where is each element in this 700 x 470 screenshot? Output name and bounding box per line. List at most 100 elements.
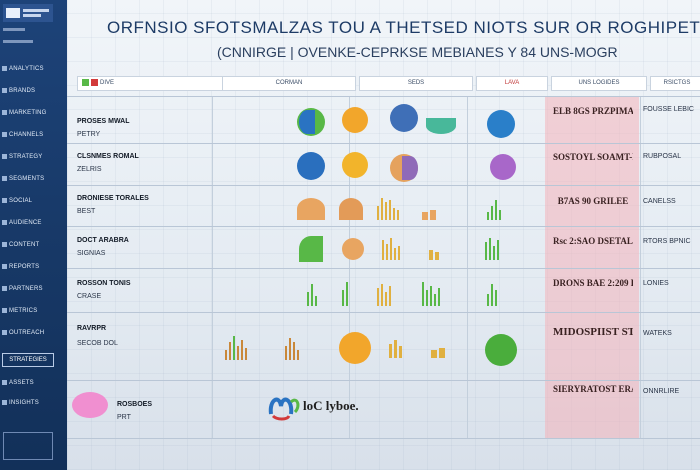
sidebar-item-strategy[interactable]: STRATEGY	[2, 152, 64, 162]
sidebar-item-outreach[interactable]: OUTREACH	[2, 328, 64, 338]
row-sublabel: ZELRIS	[77, 166, 102, 173]
sidebar-item-marketing[interactable]: MARKETING	[2, 108, 64, 118]
column-divider	[212, 96, 213, 438]
bar-mini-chart	[429, 246, 439, 260]
tab-rsictgs[interactable]: RSICTGS	[650, 76, 700, 91]
square-icon	[2, 399, 7, 405]
right-label: ONNRLIRE	[643, 388, 680, 395]
sidebar-item-assets[interactable]: ASSETS	[2, 378, 64, 388]
logo-icon	[3, 4, 53, 22]
highlight-label: B7AS 90 GRILEE	[557, 196, 629, 206]
blue-circle	[487, 110, 515, 138]
row-sublabel: BEST	[77, 208, 96, 215]
sidebar-item-audience[interactable]: AUDIENCE	[2, 218, 64, 228]
right-label: WATEKS	[643, 330, 672, 337]
square-icon	[2, 219, 7, 225]
sidebar-item-insights[interactable]: INSIGHTS	[2, 398, 64, 408]
row-label: DOCT ARABRA	[77, 237, 129, 244]
sidebar-item-analytics[interactable]: ANALYTICS	[2, 64, 64, 74]
highlight-label: DRONS BAE 2:209 HRIDNE	[553, 278, 633, 288]
right-label: RTORS BPNIC	[643, 238, 691, 245]
sidebar-item-content[interactable]: CONTENT	[2, 240, 64, 250]
blue-circle	[297, 152, 325, 180]
highlight-label: MIDOSPIIST STES	[553, 326, 633, 338]
orange-circle	[342, 107, 368, 133]
square-icon	[2, 241, 7, 247]
square-icon	[2, 329, 7, 335]
right-label: LONIES	[643, 280, 669, 287]
tab-seds[interactable]: SEDS	[359, 76, 473, 91]
row-divider	[67, 380, 700, 381]
row-label: DRONIESE TORALES	[77, 195, 149, 202]
row-label: RAVRPR	[77, 325, 107, 332]
row-divider	[67, 438, 700, 439]
bar-mini-chart	[307, 282, 317, 306]
square-icon	[2, 197, 7, 203]
tan-circle	[342, 238, 364, 260]
purple-circle	[490, 154, 516, 180]
teal-shape	[426, 118, 456, 134]
sidebar-item-channels[interactable]: CHANNELS	[2, 130, 64, 140]
sidebar-item-brands[interactable]: BRANDS	[2, 86, 64, 96]
strategies-button[interactable]: STRATEGIES	[2, 353, 54, 367]
column-divider	[467, 96, 468, 438]
bar-mini-chart	[382, 236, 400, 260]
square-icon	[2, 109, 7, 115]
brand-text: loC lyboe.	[303, 398, 359, 413]
highlight-label: ELB 8GS PRZPIMAION	[553, 106, 633, 116]
sidebar-item-segments[interactable]: SEGMENTS	[2, 174, 64, 184]
row-sublabel: SECOB DOL	[77, 340, 118, 347]
column-divider	[640, 96, 641, 438]
square-icon	[2, 175, 7, 181]
row-divider	[67, 143, 700, 144]
bar-mini-chart	[377, 282, 391, 306]
row-label: CLSNMES ROMAL	[77, 153, 139, 160]
tab-bar: DIVE CORMAN SEDS LAVA UNS LOGIDES RSICTG…	[72, 76, 700, 92]
square-icon	[2, 87, 7, 93]
row-divider	[67, 268, 700, 269]
pink-blob	[72, 392, 108, 418]
blue-circle	[390, 104, 418, 132]
sidebar-item-metrics[interactable]: METRICS	[2, 306, 64, 316]
square-icon	[2, 379, 7, 385]
orange-circle	[342, 152, 368, 178]
tab-lava[interactable]: LAVA	[476, 76, 548, 91]
highlight-label: SIERYRATOST ERATHEARS	[553, 384, 633, 394]
tan-shape	[339, 198, 363, 220]
main-content: ORFNSIO SFOTSMALZAS TOU A THETSED NIOTS …	[67, 0, 700, 470]
orange-circle	[339, 332, 371, 364]
purple-half-circle	[402, 156, 418, 180]
sidebar-item-social[interactable]: SOCIAL	[2, 196, 64, 206]
bar-mini-chart	[389, 338, 402, 358]
green-shape	[299, 236, 323, 262]
tan-shape	[297, 198, 325, 220]
bar-mini-chart	[422, 282, 440, 306]
tab-corman[interactable]: CORMAN	[222, 76, 356, 91]
row-divider	[67, 185, 700, 186]
green-circle	[485, 334, 517, 366]
tab-uns-logides[interactable]: UNS LOGIDES	[551, 76, 647, 91]
bar-mini-chart	[422, 206, 436, 220]
row-divider	[67, 96, 700, 97]
right-label: FOUSSE LEBIC	[643, 106, 694, 113]
row-sublabel: SIGNIAS	[77, 250, 106, 257]
green-marker-icon	[82, 78, 89, 86]
square-icon	[2, 153, 7, 159]
page-title: ORFNSIO SFOTSMALZAS TOU A THETSED NIOTS …	[107, 18, 700, 37]
bar-mini-chart	[377, 196, 399, 220]
sidebar-item-reports[interactable]: REPORTS	[2, 262, 64, 272]
right-label: CANELSS	[643, 198, 676, 205]
sidebar-item-partners[interactable]: PARTNERS	[2, 284, 64, 294]
bar-mini-chart	[285, 334, 299, 360]
row-label: ROSBOES	[117, 401, 153, 408]
sidebar-divider	[3, 28, 25, 31]
highlight-column	[545, 96, 639, 438]
row-divider	[67, 312, 700, 313]
status-panel	[3, 432, 53, 460]
square-icon	[2, 65, 7, 71]
tab-dive[interactable]: DIVE	[77, 76, 223, 91]
square-icon	[2, 307, 7, 313]
bar-mini-chart	[431, 346, 445, 358]
bar-mini-chart	[225, 332, 247, 360]
row-sublabel: PRT	[117, 414, 131, 421]
